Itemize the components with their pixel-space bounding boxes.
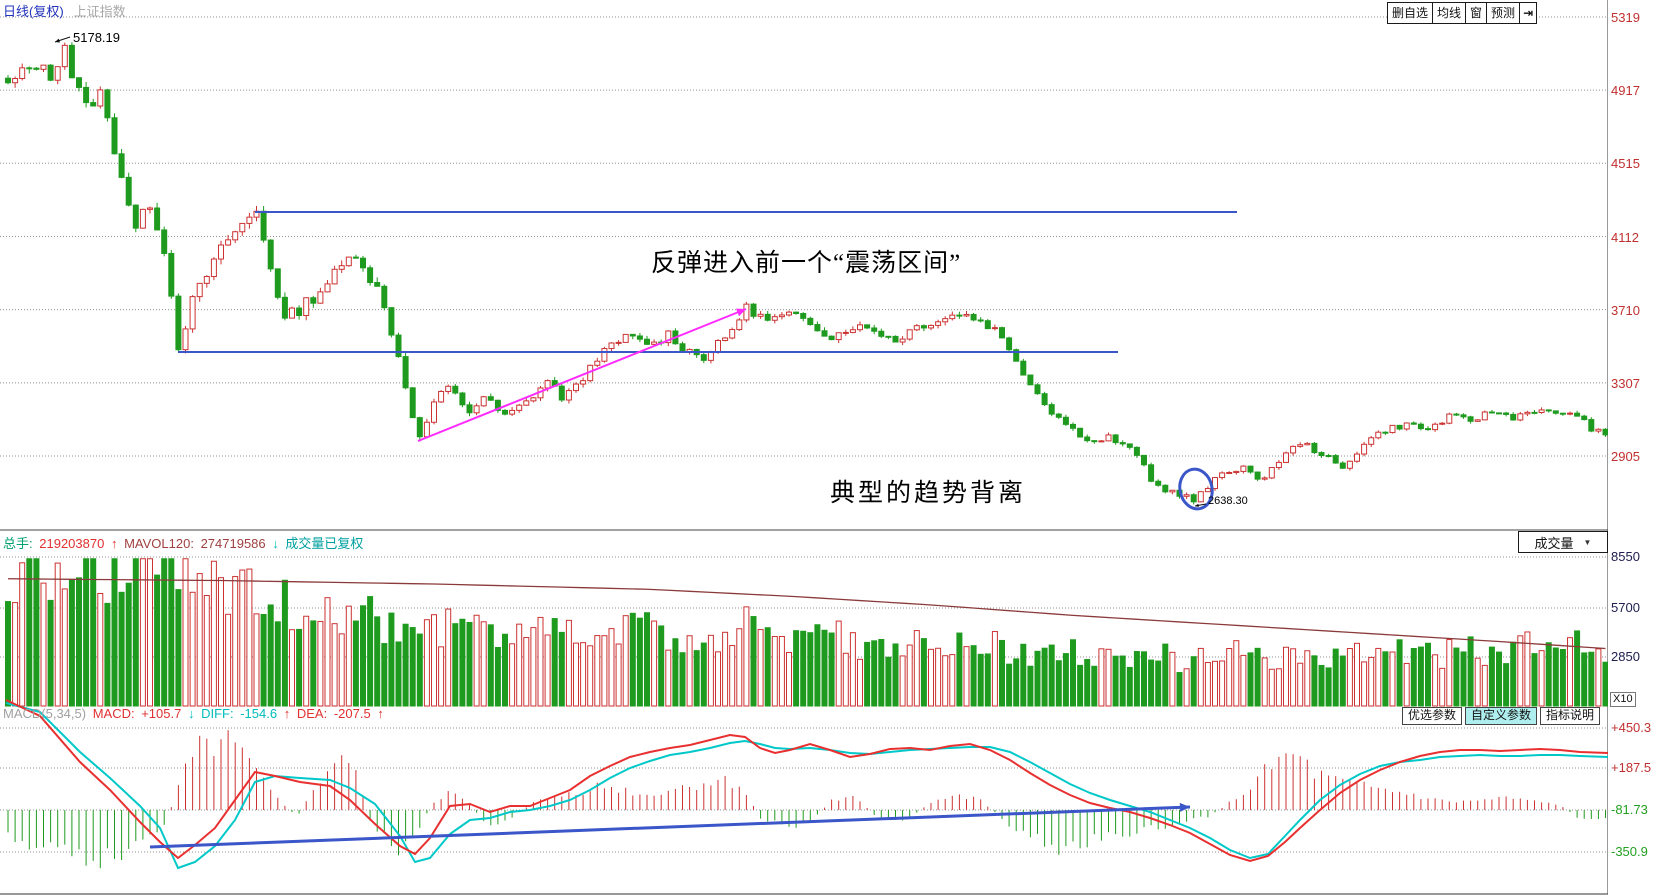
annotation-range-text: 反弹进入前一个“震荡区间” [651,250,962,277]
right-axis-column: 5319 4917 4515 4112 3710 3307 2905 8550 5700 2850… [1609,0,1654,896]
header-bar: 日线(复权) 上证指数 [3,1,126,20]
macd-axis-tick: +450.3 [1611,720,1652,735]
volume-axis-tick: 8550 [1611,549,1640,564]
volume-type-dropdown[interactable]: 成交量 ▼ [1518,531,1608,553]
macd-axis-tick: -350.9 [1611,844,1648,859]
macd-histogram [7,730,1606,869]
window-button[interactable]: 窗 [1465,2,1488,24]
dea-value: -207.5 [333,706,371,721]
price-axis-tick: 3710 [1611,302,1640,318]
macd-down-arrow-icon: ↓ [187,706,195,721]
peak-price-label: 5178.19 [73,30,120,45]
volume-type-label: 成交量 [1534,535,1574,551]
up-arrow-icon: ↑ [110,536,118,551]
volume-pane-header: 总手: 219203870 ↑ MAVOL120: 274719586 ↓ 成交… [3,533,366,552]
diff-line [5,699,1608,863]
indicator-help-button[interactable]: 指标说明 [1540,707,1601,725]
dea-label: DEA: [296,706,328,721]
collapse-right-icon[interactable]: ⇥ [1519,2,1538,24]
period-label: 日线(复权) [3,4,64,19]
custom-params-button[interactable]: 自定义参数 [1465,707,1538,725]
chevron-down-icon: ▼ [1583,537,1592,547]
macd-pane-header: MACD(5,34,5) MACD: +105.7 ↓ DIFF: -154.6… [3,706,387,721]
divergence-trend-arrow [149,802,1191,849]
macd-indicator-label: MACD(5,34,5) [3,706,87,721]
macd-param-buttons: 优选参数 自定义参数 指标说明 [1402,707,1601,725]
volume-multiplier-badge: X10 [1610,692,1636,707]
macd-label: MACD: [92,706,135,721]
price-axis-tick: 5319 [1611,10,1640,25]
diff-up-arrow-icon: ↑ [283,706,291,721]
down-arrow-icon: ↓ [272,536,279,551]
ma-line-button[interactable]: 均线 [1432,2,1467,24]
volume-bars [5,558,1608,707]
mavol-line [7,578,1606,650]
annotation-divergence-text: 典型的趋势背离 [830,480,1027,507]
price-axis-tick: 4917 [1611,83,1640,99]
volume-axis-tick: 2850 [1611,649,1640,664]
low-price-label: 2638.30 [1208,495,1248,507]
chart-canvas[interactable] [0,0,1608,896]
index-name-label: 上证指数 [73,4,126,19]
preferred-params-button[interactable]: 优选参数 [1402,707,1463,725]
price-axis-tick: 2905 [1611,449,1640,464]
diff-value: -154.6 [240,706,278,721]
macd-axis-tick: +187.5 [1611,760,1652,775]
delete-watchlist-button[interactable]: 删自选 [1387,2,1434,24]
forecast-button[interactable]: 预测 [1486,2,1521,24]
mavol-label: MAVOL120: [124,536,194,551]
diff-label: DIFF: [201,706,234,721]
macd-axis-tick: -81.73 [1611,802,1648,817]
total-lots-label: 总手: [3,536,33,551]
volume-axis-tick: 5700 [1611,600,1640,615]
candles [5,42,1608,505]
price-axis-tick: 4515 [1611,156,1640,172]
dea-up-arrow-icon: ↑ [377,706,384,721]
rebound-trend-arrow [417,308,747,442]
volume-adjusted-label: 成交量已复权 [285,536,364,551]
toolbar: 删自选 均线窗预测 ⇥ [1387,2,1538,24]
price-axis-tick: 4112 [1611,229,1639,245]
low-pointer-arrow [1194,503,1207,507]
mavol-value: 274719586 [200,536,266,551]
macd-value: +105.7 [141,706,182,721]
price-axis-tick: 3307 [1611,375,1640,391]
low-highlight-ellipse [1178,467,1214,511]
total-lots-value: 219203870 [39,536,105,551]
peak-pointer-arrow [54,36,71,43]
